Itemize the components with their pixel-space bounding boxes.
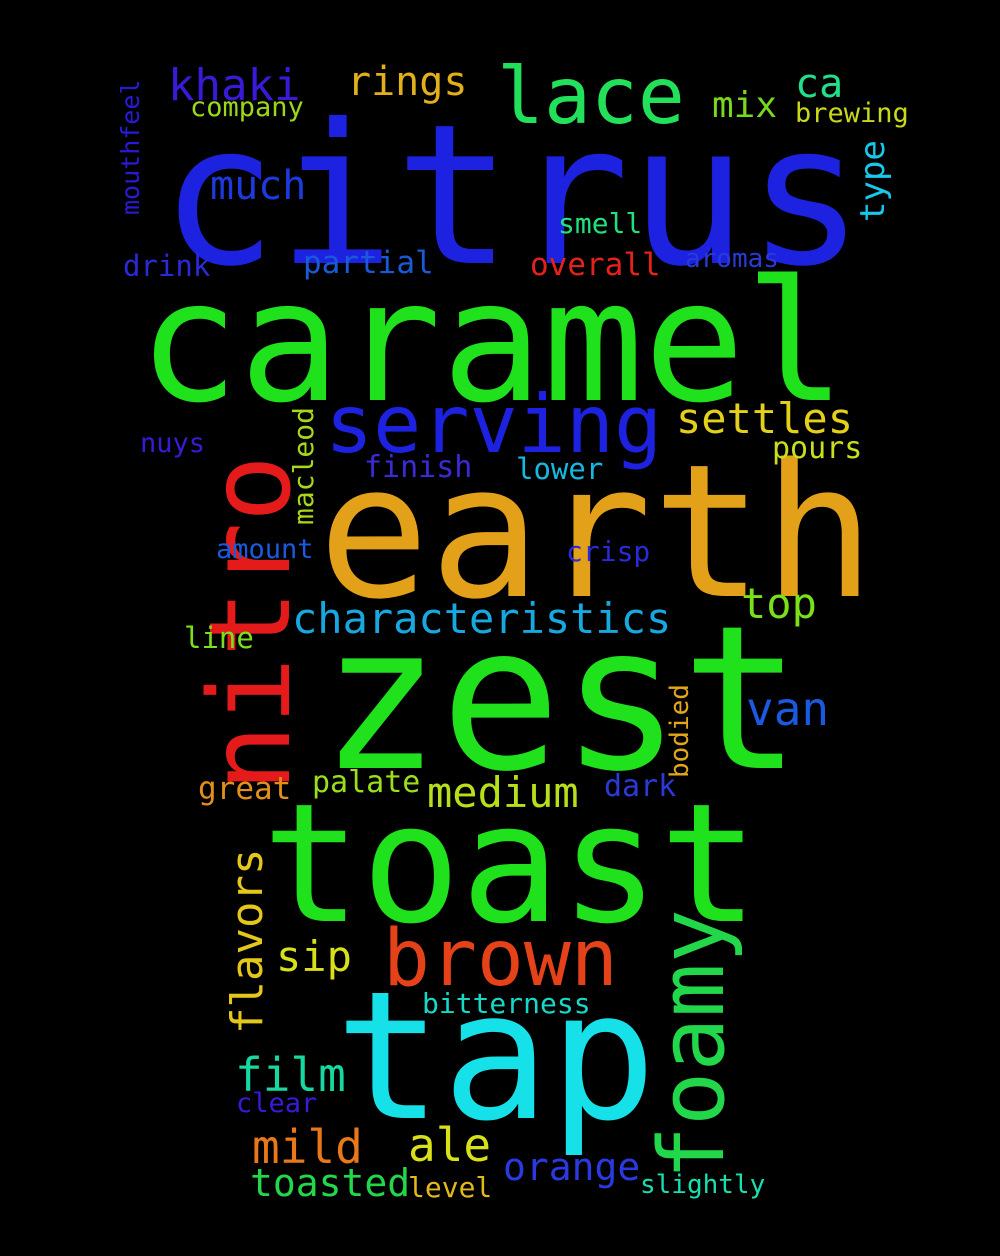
word-orange: orange <box>503 1145 641 1189</box>
word-partial: partial <box>303 245 434 281</box>
word-serving: serving <box>325 378 663 471</box>
word-line: line <box>184 621 254 655</box>
word-settles: settles <box>676 394 854 443</box>
word-van: van <box>746 682 830 736</box>
word-lower: lower <box>516 452 604 486</box>
word-clear: clear <box>236 1088 318 1119</box>
word-mild: mild <box>252 1120 363 1174</box>
word-film: film <box>235 1048 346 1102</box>
word-khaki: khaki <box>168 60 301 111</box>
word-slightly: slightly <box>640 1170 766 1200</box>
word-foamy: foamy <box>640 909 745 1180</box>
word-dark: dark <box>604 769 677 804</box>
word-brown: brown <box>383 914 618 1004</box>
word-bitterness: bitterness <box>422 987 591 1020</box>
word-company: company <box>190 92 304 123</box>
word-aromas: aromas <box>685 244 779 274</box>
word-macleod: macleod <box>287 406 320 525</box>
word-tap: tap <box>335 953 657 1160</box>
word-pours: pours <box>772 431 863 466</box>
word-finish: finish <box>364 450 473 485</box>
word-amount: amount <box>216 534 314 565</box>
word-characteristics: characteristics <box>292 594 672 643</box>
word-smell: smell <box>558 207 643 240</box>
word-ale: ale <box>408 1118 492 1172</box>
word-citrus: citrus <box>160 82 865 309</box>
word-medium: medium <box>427 768 579 817</box>
word-sip: sip <box>276 932 352 981</box>
word-earth: earth <box>318 424 875 640</box>
word-flavors: flavors <box>222 848 273 1034</box>
word-lace: lace <box>497 52 685 142</box>
word-bodied: bodied <box>665 684 695 778</box>
word-toasted: toasted <box>250 1161 411 1205</box>
word-crisp: crisp <box>566 535 651 568</box>
word-zest: zest <box>320 583 802 816</box>
word-type: type <box>853 140 893 222</box>
word-much: much <box>210 163 307 209</box>
word-mix: mix <box>712 85 778 126</box>
word-great: great <box>198 771 292 807</box>
word-rings: rings <box>347 59 468 105</box>
word-top: top <box>741 579 817 628</box>
word-nuys: nuys <box>140 428 206 459</box>
word-palate: palate <box>312 765 421 800</box>
word-mouthfeel: mouthfeel <box>116 79 145 215</box>
word-brewing: brewing <box>795 98 909 129</box>
word-overall: overall <box>530 247 661 283</box>
word-ca: ca <box>795 61 844 107</box>
word-caramel: caramel <box>138 244 847 440</box>
word-drink: drink <box>123 249 211 283</box>
word-toast: toast <box>262 768 759 960</box>
word-level: level <box>408 1171 493 1204</box>
